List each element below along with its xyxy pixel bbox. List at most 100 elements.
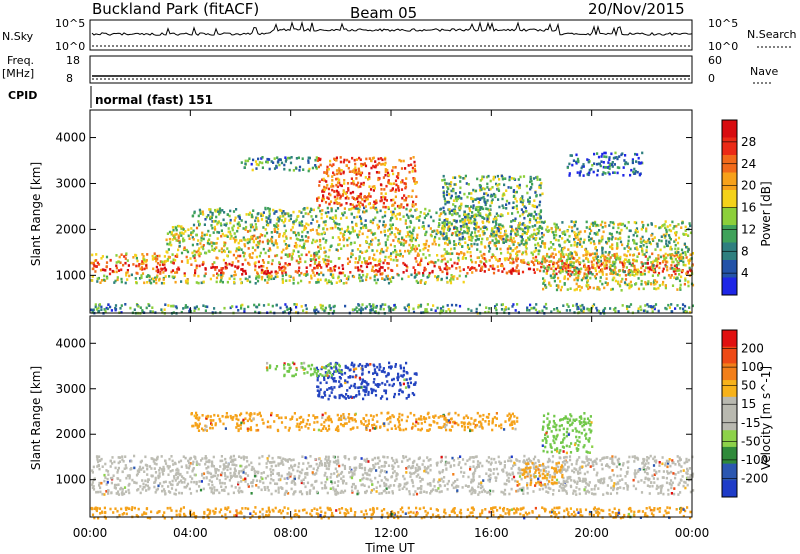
heatmap-cell bbox=[387, 464, 391, 467]
heatmap-cell bbox=[599, 255, 602, 259]
heatmap-cell bbox=[204, 309, 207, 312]
heatmap-cell bbox=[227, 492, 230, 496]
heatmap-cell bbox=[485, 226, 488, 229]
heatmap-cell bbox=[373, 253, 376, 257]
heatmap-cell bbox=[113, 486, 116, 489]
heatmap-cell bbox=[671, 267, 674, 270]
heatmap-cell bbox=[290, 487, 293, 491]
heatmap-cell bbox=[428, 261, 431, 264]
heatmap-cell bbox=[679, 259, 682, 262]
heatmap-cell bbox=[537, 244, 540, 247]
heatmap-cell bbox=[145, 275, 148, 278]
heatmap-cell bbox=[324, 457, 327, 461]
heatmap-cell bbox=[357, 209, 360, 213]
heatmap-cell bbox=[503, 308, 506, 311]
heatmap-cell bbox=[156, 262, 160, 265]
heatmap-cell bbox=[543, 266, 546, 270]
heatmap-cell bbox=[632, 264, 635, 268]
heatmap-cell bbox=[321, 304, 324, 308]
heatmap-cell bbox=[446, 228, 450, 232]
heatmap-cell bbox=[633, 172, 636, 175]
heatmap-cell bbox=[339, 156, 342, 159]
heatmap-cell bbox=[319, 278, 322, 282]
heatmap-cell bbox=[533, 217, 536, 220]
heatmap-cell bbox=[136, 259, 139, 263]
heatmap-cell bbox=[269, 248, 272, 252]
heatmap-cell bbox=[642, 287, 645, 291]
heatmap-cell bbox=[205, 215, 208, 219]
heatmap-cell bbox=[651, 484, 654, 488]
heatmap-cell bbox=[408, 225, 411, 229]
heatmap-cell bbox=[539, 193, 542, 197]
heatmap-cell bbox=[486, 237, 489, 241]
heatmap-cell bbox=[116, 469, 120, 472]
heatmap-cell bbox=[309, 264, 312, 267]
heatmap-cell bbox=[176, 255, 179, 258]
heatmap-cell bbox=[627, 273, 630, 276]
heatmap-cell bbox=[292, 210, 295, 214]
heatmap-cell bbox=[406, 226, 409, 229]
heatmap-cell bbox=[398, 206, 401, 210]
heatmap-cell bbox=[364, 205, 367, 208]
heatmap-cell bbox=[596, 264, 599, 268]
heatmap-cell bbox=[610, 237, 613, 241]
heatmap-cell bbox=[362, 181, 365, 185]
heatmap-cell bbox=[611, 254, 614, 257]
heatmap-cell bbox=[393, 201, 397, 205]
heatmap-cell bbox=[365, 305, 368, 308]
heatmap-cell bbox=[444, 217, 448, 221]
heatmap-cell bbox=[490, 201, 493, 205]
heatmap-cell bbox=[334, 264, 337, 268]
heatmap-cell bbox=[627, 235, 630, 239]
heatmap-cell bbox=[669, 267, 672, 270]
heatmap-cell bbox=[370, 166, 373, 170]
heatmap-cell bbox=[498, 225, 501, 228]
heatmap-cell bbox=[443, 221, 446, 224]
nsky-tick-high: 10^5 bbox=[55, 17, 85, 30]
heatmap-cell bbox=[561, 237, 564, 240]
heatmap-cell bbox=[264, 476, 267, 480]
heatmap-cell bbox=[235, 464, 238, 467]
heatmap-cell bbox=[578, 285, 581, 288]
heatmap-cell bbox=[435, 211, 438, 215]
heatmap-cell bbox=[641, 151, 644, 155]
heatmap-cell bbox=[575, 251, 578, 255]
heatmap-cell bbox=[633, 221, 636, 224]
heatmap-cell bbox=[664, 284, 667, 287]
heatmap-cell bbox=[573, 278, 576, 282]
heatmap-cell bbox=[257, 219, 260, 223]
heatmap-cell bbox=[568, 234, 571, 238]
heatmap-cell bbox=[409, 221, 413, 224]
heatmap-cell bbox=[560, 249, 563, 252]
heatmap-cell bbox=[559, 266, 562, 270]
heatmap-cell bbox=[653, 259, 656, 263]
heatmap-cell bbox=[532, 232, 536, 236]
heatmap-cell bbox=[562, 247, 565, 251]
heatmap-cell bbox=[314, 260, 317, 264]
heatmap-cell bbox=[607, 171, 610, 174]
heatmap-cell bbox=[356, 248, 360, 251]
heatmap-cell bbox=[389, 243, 392, 247]
heatmap-cell bbox=[307, 461, 310, 465]
heatmap-cell bbox=[381, 303, 384, 306]
heatmap-cell bbox=[243, 252, 246, 255]
heatmap-cell bbox=[259, 251, 262, 255]
heatmap-cell bbox=[621, 277, 624, 281]
heatmap-cell bbox=[571, 163, 574, 167]
heatmap-cell bbox=[434, 275, 437, 278]
heatmap-cell bbox=[550, 260, 553, 263]
heatmap-cell bbox=[678, 279, 682, 283]
heatmap-cell bbox=[202, 247, 205, 251]
heatmap-cell bbox=[569, 251, 572, 254]
heatmap-cell bbox=[433, 238, 436, 241]
heatmap-cell bbox=[162, 480, 165, 484]
heatmap-cell bbox=[387, 235, 390, 238]
heatmap-cell bbox=[278, 266, 281, 269]
heatmap-cell bbox=[397, 173, 400, 177]
heatmap-cell bbox=[560, 255, 563, 258]
heatmap-cell bbox=[326, 206, 329, 210]
heatmap-cell bbox=[149, 310, 152, 313]
heatmap-cell bbox=[661, 270, 664, 273]
heatmap-cell bbox=[492, 220, 495, 224]
heatmap-cell bbox=[543, 259, 546, 263]
